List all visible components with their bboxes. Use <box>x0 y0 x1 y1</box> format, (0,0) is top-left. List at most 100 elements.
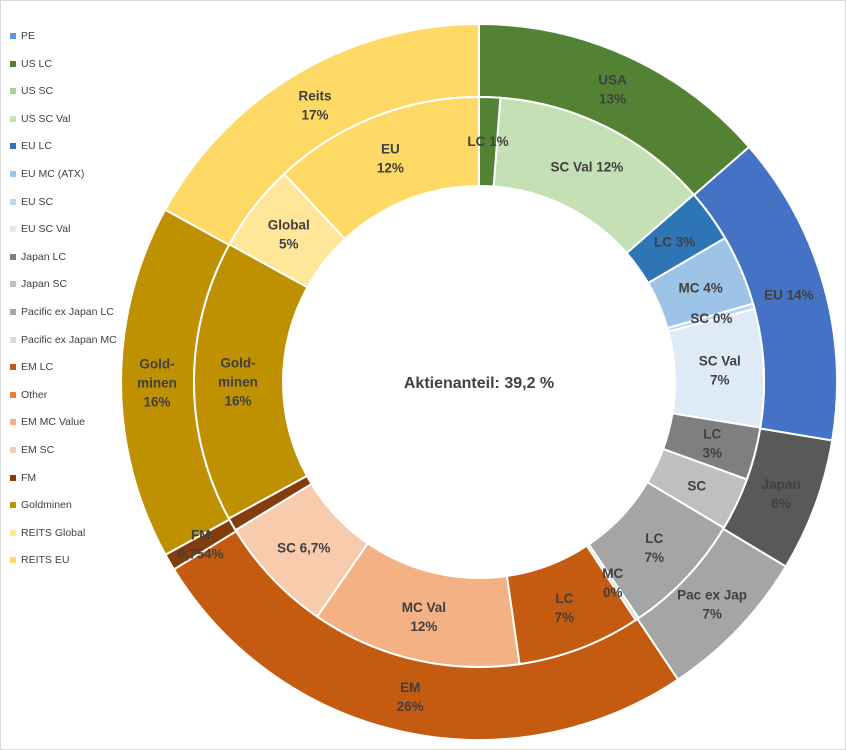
legend-label: US SC Val <box>21 112 71 125</box>
legend-item: EM LC <box>8 361 128 389</box>
legend-item: US SC Val <box>8 113 128 141</box>
legend: PE US LC US SC US SC Val EU LC EU MC (ATX) EU … <box>8 30 128 582</box>
legend-swatch <box>10 281 16 288</box>
legend-label: Goldminen <box>21 499 72 512</box>
legend-label: Other <box>21 388 48 401</box>
legend-swatch <box>10 502 16 509</box>
legend-swatch <box>10 474 16 481</box>
legend-swatch <box>10 419 16 426</box>
legend-swatch <box>10 446 16 453</box>
legend-swatch <box>10 226 16 233</box>
outer-ring-segment-label: 26% <box>397 699 424 714</box>
legend-item: Pacific ex Japan LC <box>8 306 128 334</box>
inner-ring-segment-label: 12% <box>377 160 404 175</box>
inner-ring-segment-label: SC Val 12% <box>551 160 624 175</box>
legend-swatch <box>10 557 16 564</box>
legend-swatch <box>10 391 16 398</box>
inner-ring-segment-label: MC <box>602 566 623 581</box>
inner-ring-segment-label: SC Val <box>699 354 741 369</box>
inner-ring-segment-label: LC <box>703 426 721 441</box>
outer-ring-segment-label: 17% <box>301 107 328 122</box>
inner-ring-segment-label: LC <box>555 591 573 606</box>
legend-item: US SC <box>8 85 128 113</box>
legend-item: PE <box>8 30 128 58</box>
legend-item: Other <box>8 389 128 417</box>
legend-label: EU SC <box>21 195 54 208</box>
outer-ring-segment-label: Pac ex Jap <box>677 588 747 603</box>
center-label: Aktienanteil: 39,2 % <box>404 375 554 392</box>
legend-label: EM MC Value <box>21 416 85 429</box>
legend-label: EM LC <box>21 361 54 374</box>
legend-swatch <box>10 143 16 150</box>
legend-label: EU MC (ATX) <box>21 167 85 180</box>
outer-ring-segment-label: 13% <box>599 91 626 106</box>
inner-ring-segment-label: EU <box>381 141 400 156</box>
legend-label: FM <box>21 471 37 484</box>
outer-ring-segment-label: 16% <box>143 394 170 409</box>
legend-swatch <box>10 33 16 39</box>
outer-ring-segment-label: 0,754% <box>178 547 224 562</box>
legend-swatch <box>10 60 16 67</box>
inner-ring-segment-label: 12% <box>410 619 437 634</box>
legend-item: Pacific ex Japan MC <box>8 334 128 362</box>
inner-ring-segment-label: LC <box>645 531 663 546</box>
legend-item: Japan SC <box>8 278 128 306</box>
inner-ring-segment-label: Global <box>268 218 310 233</box>
outer-ring-segment-label: EU 14% <box>764 287 814 302</box>
legend-label: EM SC <box>21 443 55 456</box>
inner-ring-segment-label: 16% <box>224 393 251 408</box>
inner-ring-segment-label: 0% <box>603 585 623 600</box>
inner-ring-segment <box>282 95 480 241</box>
legend-swatch <box>10 253 16 260</box>
legend-swatch <box>10 364 16 371</box>
legend-item: US LC <box>8 58 128 86</box>
inner-ring-segment-label: MC Val <box>402 600 446 615</box>
legend-item: EU MC (ATX) <box>8 168 128 196</box>
outer-ring-segment-label: USA <box>598 72 627 87</box>
inner-ring-segment-label: SC 6,7% <box>277 540 330 555</box>
legend-swatch <box>10 88 16 95</box>
inner-ring-segment-label: MC 4% <box>678 280 722 295</box>
outer-ring-segment-label: Japan <box>762 477 801 492</box>
outer-ring-segment-label: FM <box>191 528 211 543</box>
legend-item: REITS EU <box>8 554 128 582</box>
legend-label: US SC <box>21 85 54 98</box>
legend-item: EM MC Value <box>8 416 128 444</box>
legend-swatch <box>10 170 16 177</box>
inner-ring-segment-label: 5% <box>279 237 299 252</box>
legend-item: EM SC <box>8 444 128 472</box>
legend-item: REITS Global <box>8 527 128 555</box>
inner-ring-segment-label: LC 3% <box>654 234 695 249</box>
legend-label: Pacific ex Japan MC <box>21 333 117 346</box>
legend-label: PE <box>21 30 36 42</box>
inner-ring-segment-label: 7% <box>644 550 664 565</box>
inner-ring-segment-label: 7% <box>710 373 730 388</box>
legend-swatch <box>10 198 16 205</box>
legend-swatch <box>10 336 16 343</box>
legend-label: Japan LC <box>21 250 66 263</box>
inner-ring-segment-label: 7% <box>555 610 575 625</box>
legend-item: EU LC <box>8 140 128 168</box>
outer-ring-segment-label: 7% <box>702 607 722 622</box>
legend-item: Goldminen <box>8 499 128 527</box>
legend-swatch <box>10 115 16 122</box>
inner-ring-segment-label: SC 0% <box>690 311 732 326</box>
inner-ring-segment-label: minen <box>218 374 258 389</box>
outer-ring-segment-label: minen <box>137 375 177 390</box>
outer-ring-segment-label: Gold- <box>139 356 174 371</box>
legend-label: REITS Global <box>21 526 86 539</box>
legend-label: Japan SC <box>21 278 68 291</box>
legend-label: EU SC Val <box>21 223 71 236</box>
outer-ring-segment-label: Reits <box>299 88 332 103</box>
inner-ring-segment-label: Gold- <box>220 355 255 370</box>
legend-item: FM <box>8 472 128 500</box>
outer-ring-segment-label: EM <box>400 680 420 695</box>
legend-item: EU SC Val <box>8 223 128 251</box>
inner-ring-segment-label: 3% <box>702 445 722 460</box>
legend-item: Japan LC <box>8 251 128 279</box>
legend-swatch <box>10 308 16 315</box>
legend-label: EU LC <box>21 140 52 153</box>
inner-ring-segment-label: SC <box>687 478 706 493</box>
outer-ring-segment-label: 6% <box>771 496 791 511</box>
